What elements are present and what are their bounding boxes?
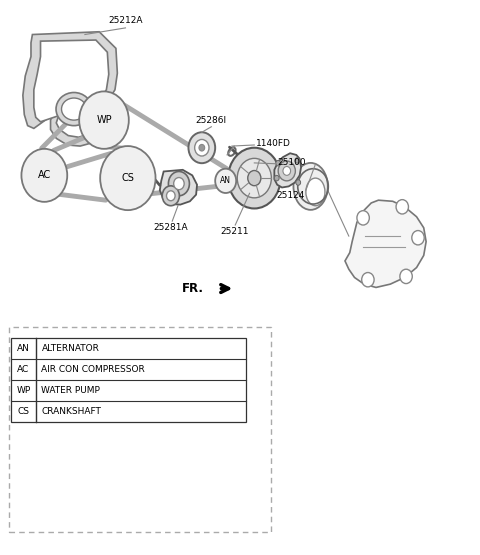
Circle shape (295, 158, 300, 163)
Polygon shape (345, 200, 426, 287)
Circle shape (275, 175, 279, 181)
Text: 25211: 25211 (220, 226, 249, 236)
Polygon shape (34, 40, 109, 137)
Circle shape (174, 178, 184, 190)
Polygon shape (275, 153, 301, 188)
Ellipse shape (61, 98, 86, 120)
Circle shape (228, 148, 281, 209)
Text: ALTERNATOR: ALTERNATOR (41, 344, 99, 353)
Circle shape (162, 186, 180, 206)
Circle shape (215, 169, 236, 193)
Text: 25100: 25100 (277, 158, 306, 167)
Circle shape (278, 161, 295, 181)
Circle shape (276, 160, 281, 166)
Text: WATER PUMP: WATER PUMP (41, 386, 100, 395)
Circle shape (412, 230, 424, 245)
Polygon shape (23, 32, 117, 146)
Text: 25286I: 25286I (196, 116, 227, 125)
Circle shape (400, 269, 412, 284)
Text: FR.: FR. (182, 282, 204, 295)
Text: 25212A: 25212A (108, 16, 143, 25)
Circle shape (248, 170, 261, 186)
Ellipse shape (56, 93, 92, 125)
Ellipse shape (306, 178, 325, 206)
Polygon shape (11, 338, 246, 422)
FancyBboxPatch shape (9, 327, 271, 532)
Text: 1140FD: 1140FD (256, 139, 290, 148)
Text: 25281A: 25281A (154, 223, 188, 233)
Circle shape (357, 211, 369, 225)
Circle shape (195, 139, 209, 156)
Circle shape (189, 132, 215, 163)
Text: WP: WP (96, 115, 112, 125)
Circle shape (100, 146, 156, 210)
Text: AN: AN (220, 176, 231, 185)
Text: AC: AC (17, 365, 29, 374)
Circle shape (283, 166, 290, 175)
Circle shape (167, 191, 175, 201)
Circle shape (362, 273, 374, 287)
Circle shape (237, 158, 271, 198)
Text: AN: AN (17, 344, 30, 353)
Text: AC: AC (38, 170, 51, 180)
Text: AIR CON COMPRESSOR: AIR CON COMPRESSOR (41, 365, 145, 374)
Text: CRANKSHAFT: CRANKSHAFT (41, 407, 101, 416)
Text: WP: WP (16, 386, 30, 395)
Circle shape (79, 92, 129, 149)
Text: CS: CS (121, 173, 134, 183)
Circle shape (296, 180, 300, 185)
Ellipse shape (293, 163, 328, 210)
Circle shape (199, 144, 204, 151)
Text: 25124: 25124 (276, 191, 305, 200)
Circle shape (168, 171, 190, 196)
Text: CS: CS (17, 407, 29, 416)
Circle shape (22, 149, 67, 202)
Circle shape (396, 200, 408, 214)
Text: 1140JF: 1140JF (107, 183, 137, 192)
Polygon shape (160, 170, 197, 205)
